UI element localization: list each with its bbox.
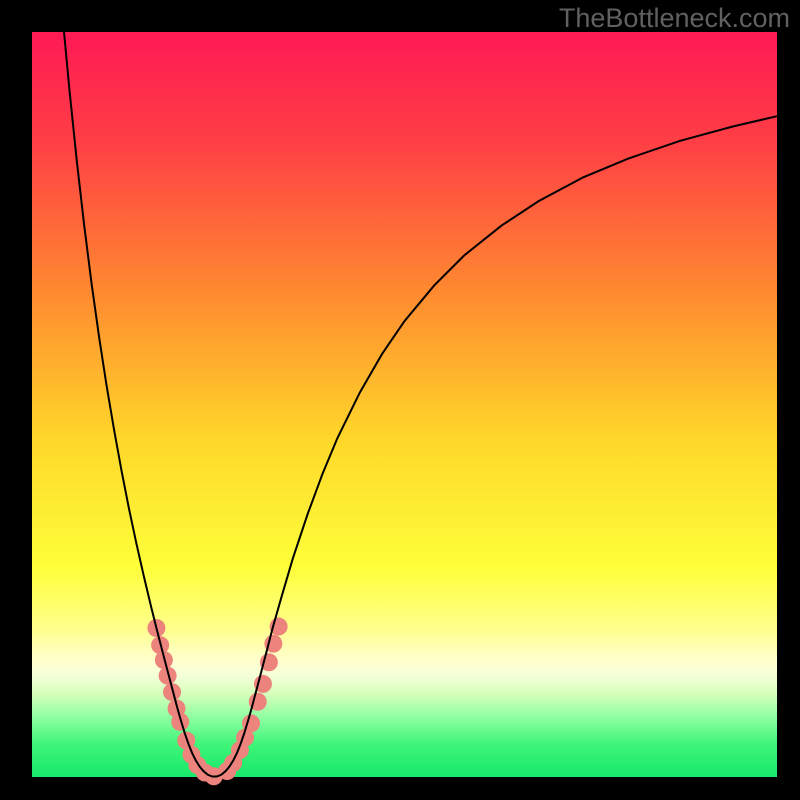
chart-svg bbox=[0, 0, 800, 800]
watermark-text: TheBottleneck.com bbox=[559, 3, 790, 34]
chart-stage: TheBottleneck.com bbox=[0, 0, 800, 800]
marker-group bbox=[147, 618, 287, 786]
